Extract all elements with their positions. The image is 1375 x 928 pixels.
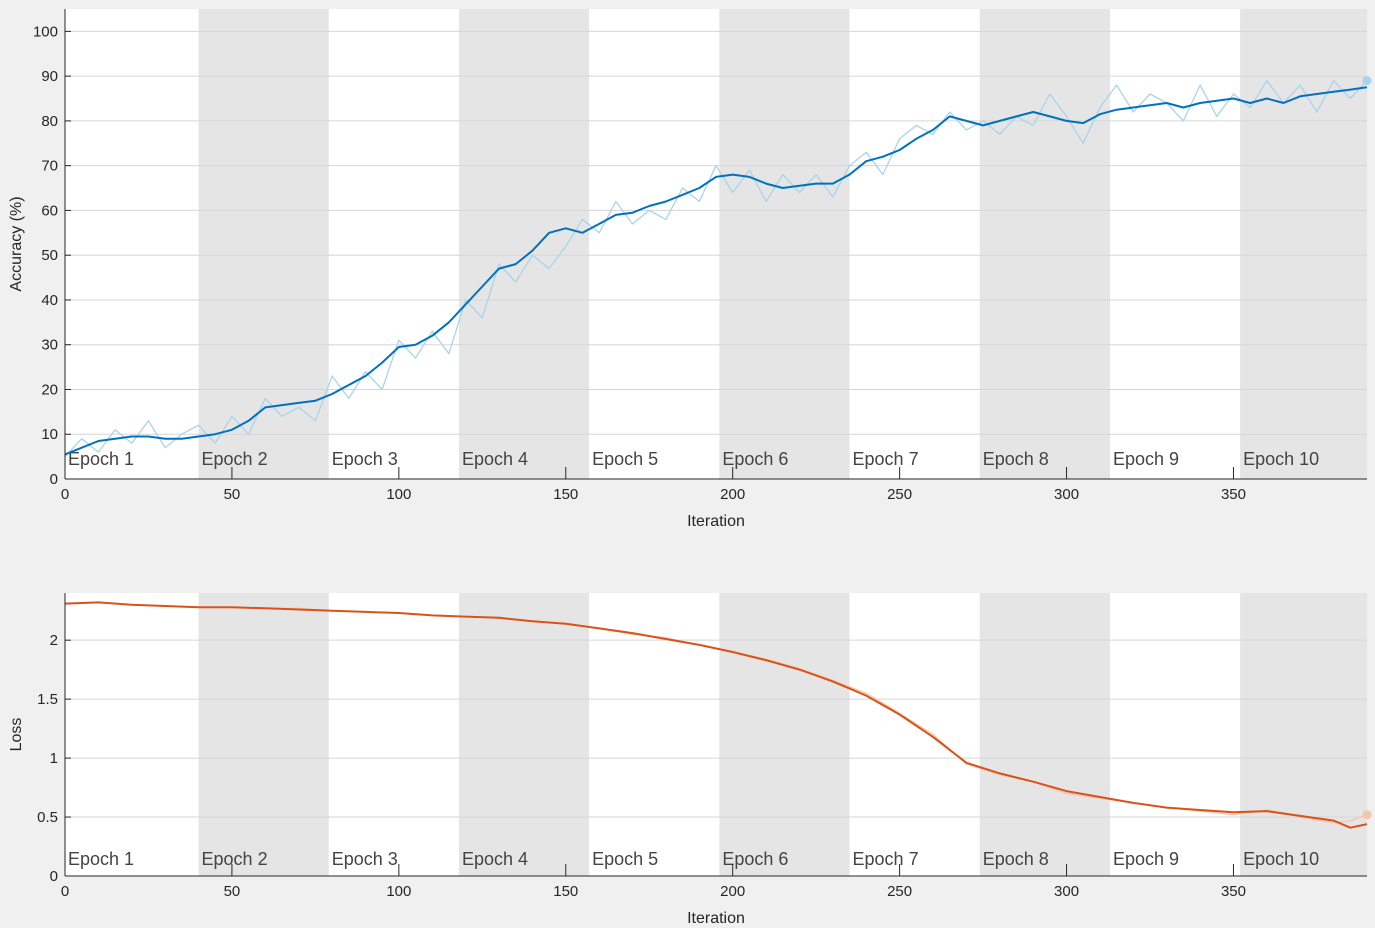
- accuracy-y-tick-label: 90: [41, 68, 58, 85]
- accuracy-y-tick-label: 20: [41, 381, 58, 398]
- loss-y-tick-label: 0: [50, 868, 58, 885]
- accuracy-last-point: [1362, 76, 1372, 86]
- loss-epoch-band: [458, 593, 590, 876]
- loss-x-tick-label: 150: [553, 883, 578, 900]
- accuracy-x-tick-label: 200: [720, 486, 745, 503]
- accuracy-y-tick-label: 80: [41, 113, 58, 130]
- loss-epoch-label: Epoch 2: [202, 849, 268, 869]
- loss-epoch-band: [979, 593, 1110, 876]
- loss-y-tick-label: 2: [50, 632, 58, 649]
- accuracy-chart: Epoch 1 Epoch 2 Epoch 3 Epoch 4 Epoch 5 Epoch…: [8, 9, 1372, 530]
- loss-y-tick-label: 1.5: [37, 691, 58, 708]
- accuracy-epoch-label: Epoch 10: [1243, 449, 1319, 469]
- accuracy-y-tick-label: 70: [41, 158, 58, 175]
- loss-epoch-label: Epoch 9: [1113, 849, 1179, 869]
- loss-epoch-label: Epoch 3: [332, 849, 398, 869]
- accuracy-x-tick-label: 250: [887, 486, 912, 503]
- accuracy-y-tick-label: 30: [41, 337, 58, 354]
- loss-x-tick-label: 0: [61, 883, 69, 900]
- accuracy-epoch-label: Epoch 1: [68, 449, 134, 469]
- accuracy-epoch-label: Epoch 9: [1113, 449, 1179, 469]
- loss-epoch-label: Epoch 10: [1243, 849, 1319, 869]
- accuracy-x-tick-label: 300: [1054, 486, 1079, 503]
- accuracy-raw-line: [64, 79, 1368, 458]
- accuracy-smoothed-line: [64, 86, 1368, 456]
- loss-epoch-label: Epoch 4: [462, 849, 528, 869]
- accuracy-y-tick-label: 100: [33, 23, 58, 40]
- loss-epoch-label: Epoch 1: [68, 849, 134, 869]
- accuracy-epoch-label: Epoch 5: [592, 449, 658, 469]
- accuracy-y-tick-label: 0: [50, 471, 58, 488]
- accuracy-x-tick-label: 150: [553, 486, 578, 503]
- accuracy-epoch-label: Epoch 8: [983, 449, 1049, 469]
- accuracy-epoch-label: Epoch 4: [462, 449, 528, 469]
- accuracy-epoch-label: Epoch 6: [722, 449, 788, 469]
- loss-x-tick-label: 250: [887, 883, 912, 900]
- accuracy-epoch-label: Epoch 7: [853, 449, 919, 469]
- accuracy-epoch-band: [719, 9, 850, 479]
- accuracy-y-tick-label: 60: [41, 202, 58, 219]
- accuracy-y-tick-label: 40: [41, 292, 58, 309]
- loss-epoch-band: [1240, 593, 1367, 876]
- accuracy-y-tick-label: 10: [41, 426, 58, 443]
- accuracy-y-tick-label: 50: [41, 247, 58, 264]
- loss-y-tick-label: 1: [50, 750, 58, 767]
- loss-epoch-label: Epoch 5: [592, 849, 658, 869]
- loss-epoch-label: Epoch 6: [722, 849, 788, 869]
- loss-x-tick-label: 50: [224, 883, 241, 900]
- loss-epoch-band: [198, 593, 329, 876]
- accuracy-x-axis-label: Iteration: [687, 513, 745, 530]
- loss-smoothed-line: [64, 601, 1368, 829]
- accuracy-epoch-band: [979, 9, 1110, 479]
- accuracy-epoch-band: [1240, 9, 1367, 479]
- loss-epoch-band: [719, 593, 850, 876]
- loss-x-tick-label: 100: [386, 883, 411, 900]
- accuracy-x-tick-label: 100: [386, 486, 411, 503]
- accuracy-epoch-label: Epoch 2: [202, 449, 268, 469]
- loss-x-tick-label: 350: [1221, 883, 1246, 900]
- loss-epoch-label: Epoch 8: [983, 849, 1049, 869]
- accuracy-x-tick-label: 50: [224, 486, 241, 503]
- loss-x-axis-label: Iteration: [687, 910, 745, 927]
- loss-x-tick-label: 200: [720, 883, 745, 900]
- loss-y-axis-label: Loss: [8, 718, 25, 752]
- accuracy-x-tick-label: 0: [61, 486, 69, 503]
- accuracy-epoch-band: [458, 9, 590, 479]
- loss-chart: Epoch 1 Epoch 2 Epoch 3 Epoch 4 Epoch 5 Epoch…: [8, 593, 1372, 927]
- loss-y-tick-label: 0.5: [37, 809, 58, 826]
- accuracy-epoch-label: Epoch 3: [332, 449, 398, 469]
- accuracy-x-tick-label: 350: [1221, 486, 1246, 503]
- accuracy-y-axis-label: Accuracy (%): [8, 196, 25, 291]
- loss-x-tick-label: 300: [1054, 883, 1079, 900]
- loss-last-point: [1362, 810, 1372, 820]
- loss-epoch-label: Epoch 7: [853, 849, 919, 869]
